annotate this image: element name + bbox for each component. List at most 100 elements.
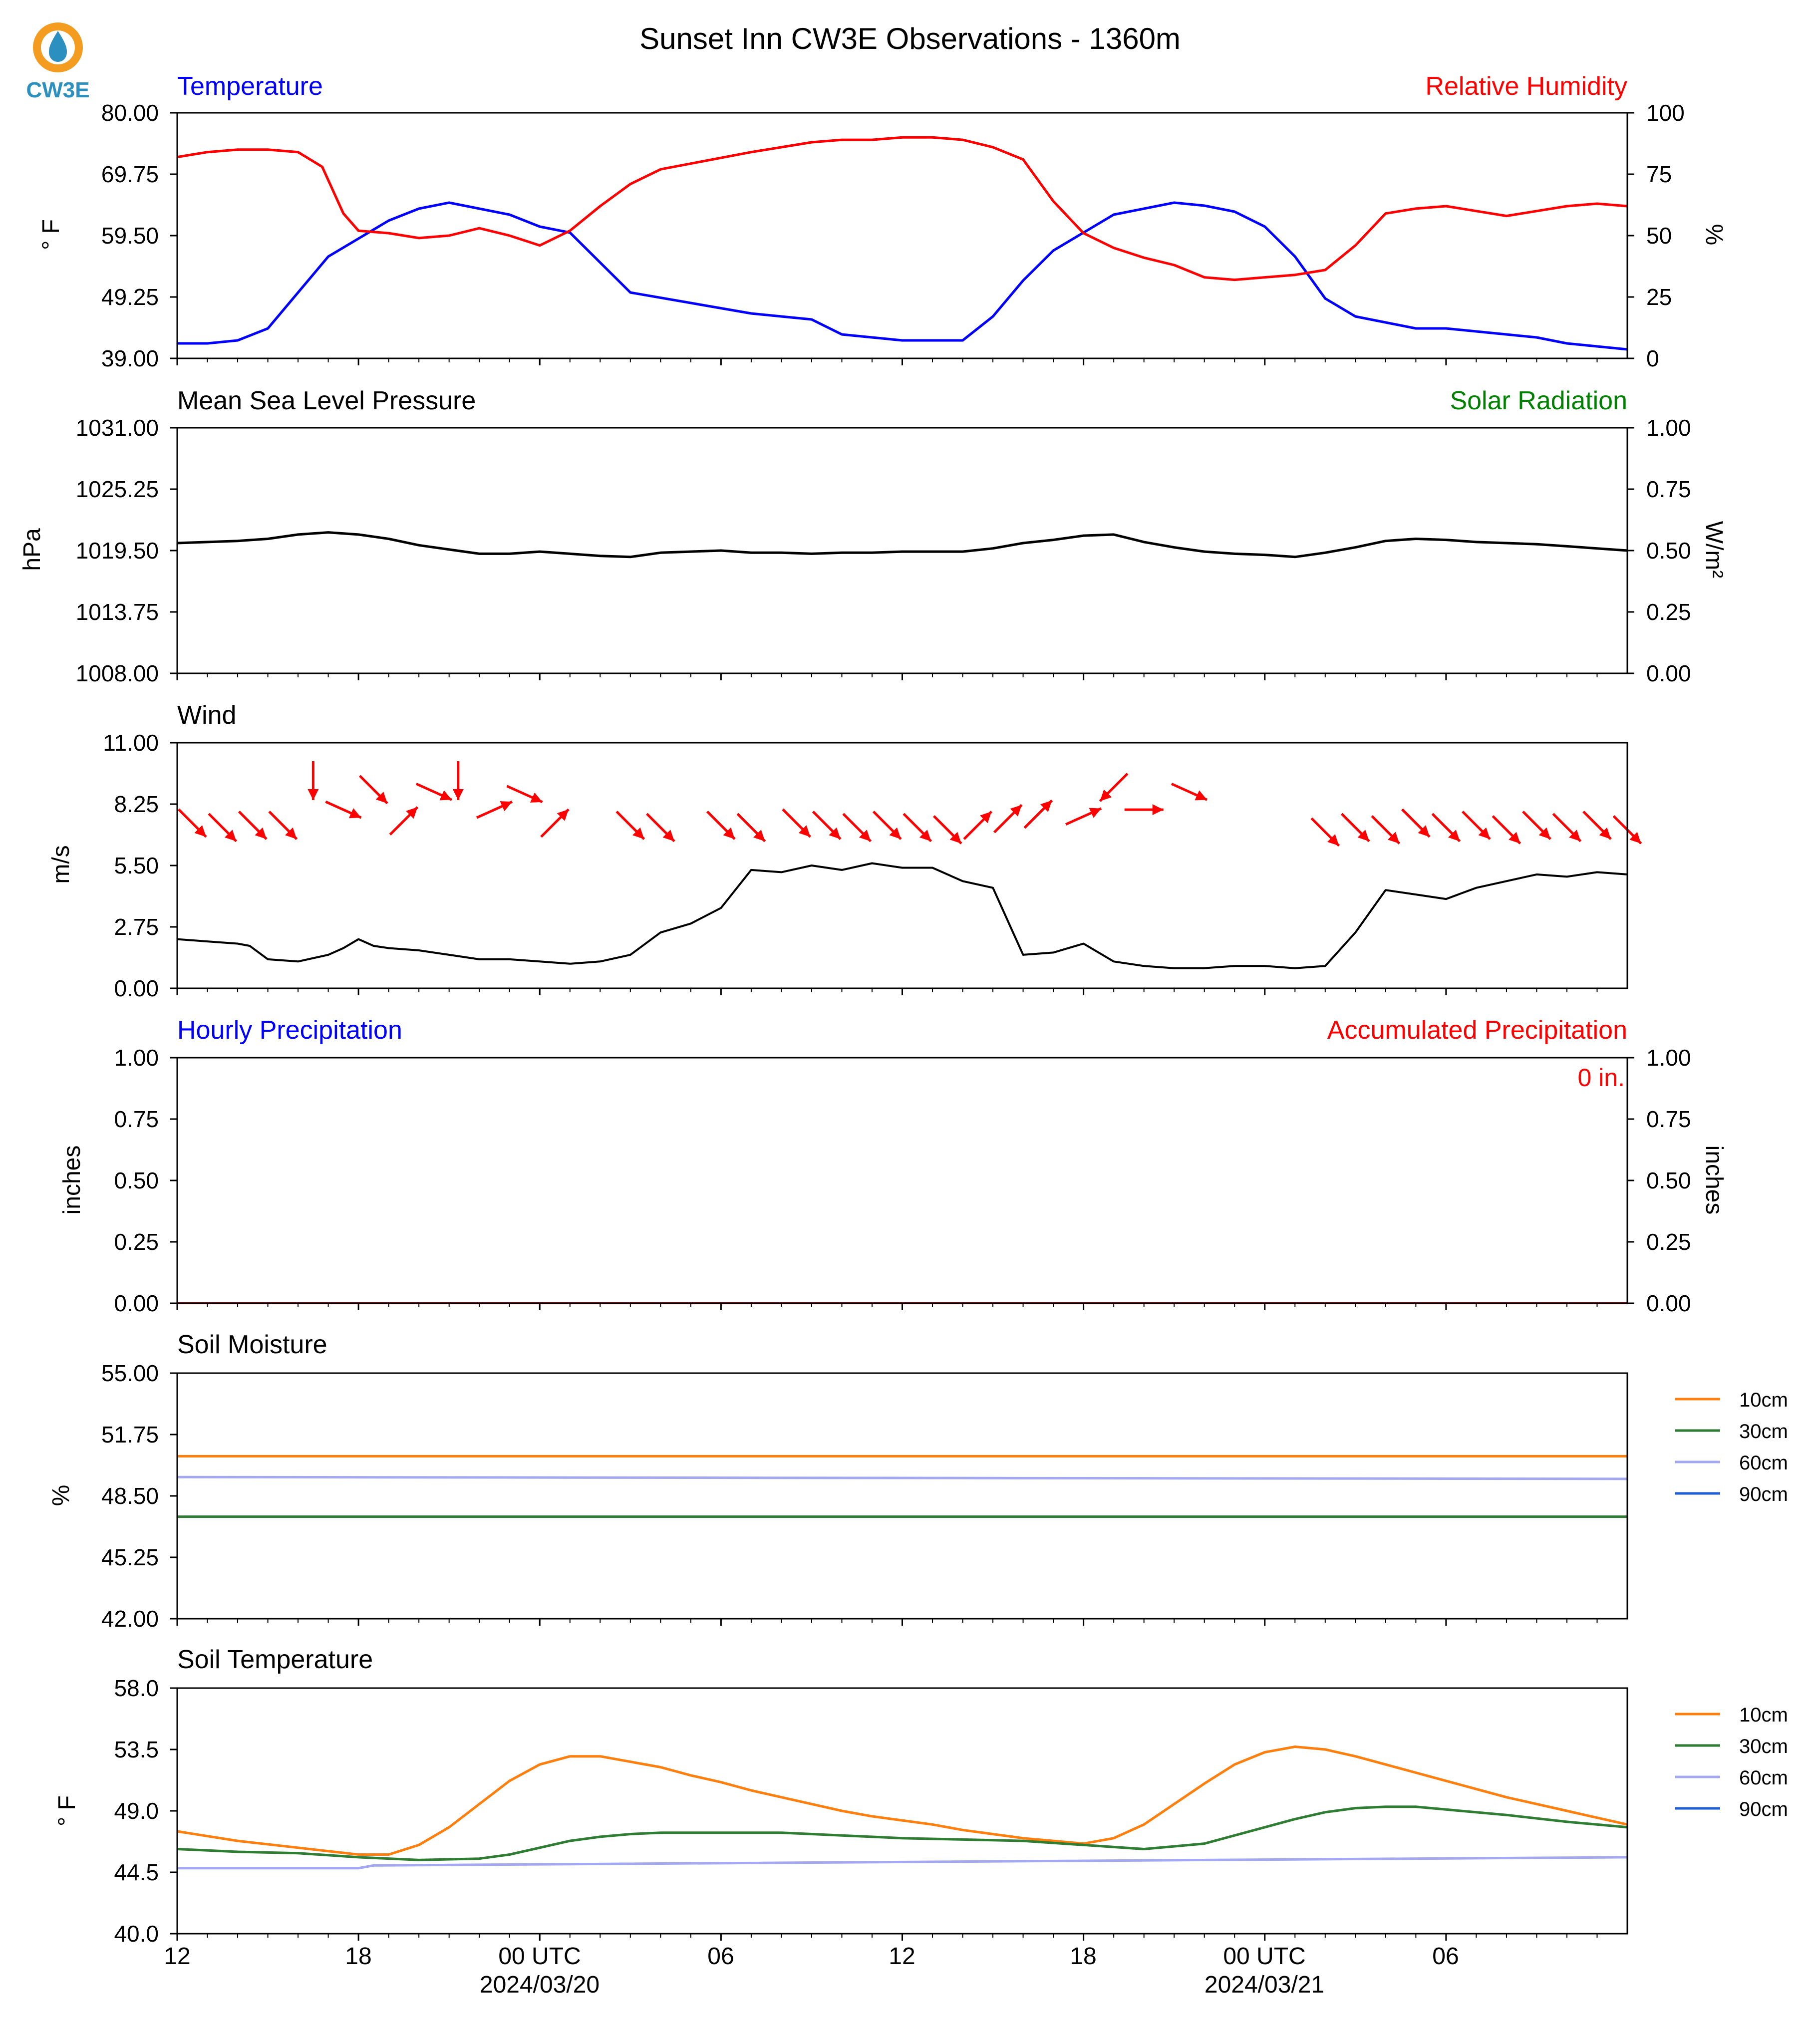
soil-temp-10cm-line <box>177 1745 1628 1856</box>
wind-arrow-head <box>1569 830 1581 842</box>
ytick-label: 5.50 <box>114 853 159 878</box>
ytick-label: 1031.00 <box>76 415 159 441</box>
wind-arrow-head <box>662 830 674 842</box>
pressure-plot-frame <box>176 427 1628 674</box>
ytick-label: 1.00 <box>114 1045 159 1071</box>
xtick-label: 00 UTC <box>498 1943 581 1970</box>
ytick-label: 44.5 <box>114 1859 159 1885</box>
ytick-label: 0.25 <box>1646 599 1691 625</box>
panel-wind: Wind m/s 11.00 8.25 5.50 2.75 0.00 <box>48 701 1642 1001</box>
wind-arrow-head <box>285 827 297 840</box>
temperature-title: Temperature <box>177 72 323 101</box>
panel-soil-moisture: Soil Moisture % 55.00 51.75 48.50 45.25 … <box>48 1330 1788 1632</box>
ytick-label: 48.50 <box>101 1483 159 1509</box>
accum-precip-title: Accumulated Precipitation <box>1327 1016 1627 1045</box>
wind-arrow-head <box>1195 790 1208 801</box>
wind-yticks: 11.00 8.25 5.50 2.75 0.00 <box>103 730 159 1001</box>
soil-temp-yticks: 58.0 53.5 49.0 44.5 40.0 <box>114 1675 159 1947</box>
wind-arrow-head <box>859 830 871 842</box>
ytick-label: 1.00 <box>1646 1045 1691 1071</box>
wind-arrow-head <box>1629 832 1641 844</box>
wind-arrow-head <box>829 827 841 840</box>
wind-arrow-head <box>1538 827 1551 840</box>
ytick-label: 25 <box>1646 284 1672 310</box>
ytick-label: 51.75 <box>101 1422 159 1448</box>
humidity-ylabel: % <box>1701 224 1727 246</box>
soil-temp-title: Soil Temperature <box>177 1645 373 1674</box>
ytick-label: 50 <box>1646 223 1672 249</box>
ytick-label: 49.0 <box>114 1798 159 1824</box>
pressure-plot-marks <box>170 427 1634 680</box>
precip-ylabel: inches <box>59 1146 85 1215</box>
date-label: 2024/03/21 <box>1205 1972 1324 1998</box>
cw3e-logo: CW3E <box>26 22 90 102</box>
legend-label: 10cm <box>1739 1389 1788 1411</box>
wind-arrow-head <box>1040 800 1052 812</box>
ytick-label: 40.0 <box>114 1921 159 1947</box>
soil-moisture-title: Soil Moisture <box>177 1330 327 1359</box>
ytick-label: 100 <box>1646 100 1685 126</box>
wind-arrow-head <box>307 789 319 801</box>
legend-label: 60cm <box>1739 1452 1788 1474</box>
legend-label: 30cm <box>1739 1736 1788 1757</box>
ytick-label: 55.00 <box>101 1360 159 1386</box>
ytick-label: 53.5 <box>114 1737 159 1762</box>
wind-arrow-head <box>406 807 418 819</box>
wind-arrow-head <box>500 801 513 812</box>
xtick-label: 00 UTC <box>1223 1943 1305 1970</box>
soil-temp-ylabel: ° F <box>54 1795 80 1826</box>
ytick-label: 59.50 <box>101 223 159 249</box>
soil-moisture-plot-marks <box>170 1372 1628 1626</box>
ytick-label: 0.50 <box>1646 538 1691 564</box>
ytick-label: 0.50 <box>114 1167 159 1193</box>
panel-soil-temp: Soil Temperature ° F 58.0 53.5 49.0 44.5… <box>54 1645 1788 1947</box>
wind-arrow-head <box>980 811 992 824</box>
ytick-label: 8.25 <box>114 791 159 817</box>
ytick-label: 1025.25 <box>76 476 159 502</box>
wind-arrow-head <box>1509 832 1520 844</box>
accum-precip-ylabel: inches <box>1701 1146 1727 1215</box>
soil-moisture-legend: 10cm 30cm 60cm 90cm <box>1675 1389 1788 1505</box>
soil-temp-plot-marks <box>170 1687 1628 1941</box>
legend-label: 10cm <box>1739 1704 1788 1726</box>
ytick-label: 1.00 <box>1646 415 1691 441</box>
pressure-title: Mean Sea Level Pressure <box>177 386 476 415</box>
logo-text: CW3E <box>26 78 89 102</box>
soil-temp-legend: 10cm 30cm 60cm 90cm <box>1675 1704 1788 1820</box>
soil-temp-60cm-line <box>177 1856 1628 1870</box>
ytick-label: 0 <box>1646 345 1659 371</box>
soil-moisture-ylabel: % <box>48 1485 74 1506</box>
wind-arrow-head <box>1357 830 1369 842</box>
wind-arrow-head <box>255 827 267 840</box>
date-label: 2024/03/20 <box>480 1972 600 1998</box>
solar-yticks: 1.00 0.75 0.50 0.25 0.00 <box>1646 415 1691 686</box>
wind-speed-line <box>177 862 1628 969</box>
hourly-precip-title: Hourly Precipitation <box>177 1016 402 1045</box>
accum-precip-yticks: 1.00 0.75 0.50 0.25 0.00 <box>1646 1045 1691 1316</box>
temperature-plot-frame <box>176 112 1628 359</box>
wind-arrow-head <box>919 830 931 842</box>
humidity-title: Relative Humidity <box>1425 72 1627 101</box>
ytick-label: 11.00 <box>103 730 159 756</box>
figure-title: Sunset Inn CW3E Observations - 1360m <box>639 22 1181 55</box>
wind-arrow-head <box>1388 832 1400 844</box>
water-drop-icon <box>49 31 67 62</box>
accum-precip-annotation: 0 in. <box>1577 1064 1625 1092</box>
ytick-label: 49.25 <box>101 284 159 310</box>
wind-arrow-head <box>194 825 206 837</box>
pressure-line <box>177 531 1628 559</box>
ytick-label: 45.25 <box>101 1544 159 1570</box>
wind-arrow-head <box>375 792 387 804</box>
wind-arrow-head <box>1448 830 1460 842</box>
wind-arrow-head <box>557 809 569 821</box>
wind-ylabel: m/s <box>48 845 74 883</box>
legend-label: 90cm <box>1739 1798 1788 1820</box>
soil-moisture-yticks: 55.00 51.75 48.50 45.25 42.00 <box>101 1360 159 1632</box>
temperature-yticks: 80.00 69.75 59.50 49.25 39.00 <box>101 100 159 371</box>
ytick-label: 0.25 <box>1646 1229 1691 1255</box>
solar-title: Solar Radiation <box>1450 386 1627 415</box>
temperature-plot-marks <box>170 112 1634 365</box>
wind-arrow-head <box>1089 808 1102 818</box>
legend-label: 90cm <box>1739 1483 1788 1505</box>
ytick-label: 75 <box>1646 161 1672 187</box>
